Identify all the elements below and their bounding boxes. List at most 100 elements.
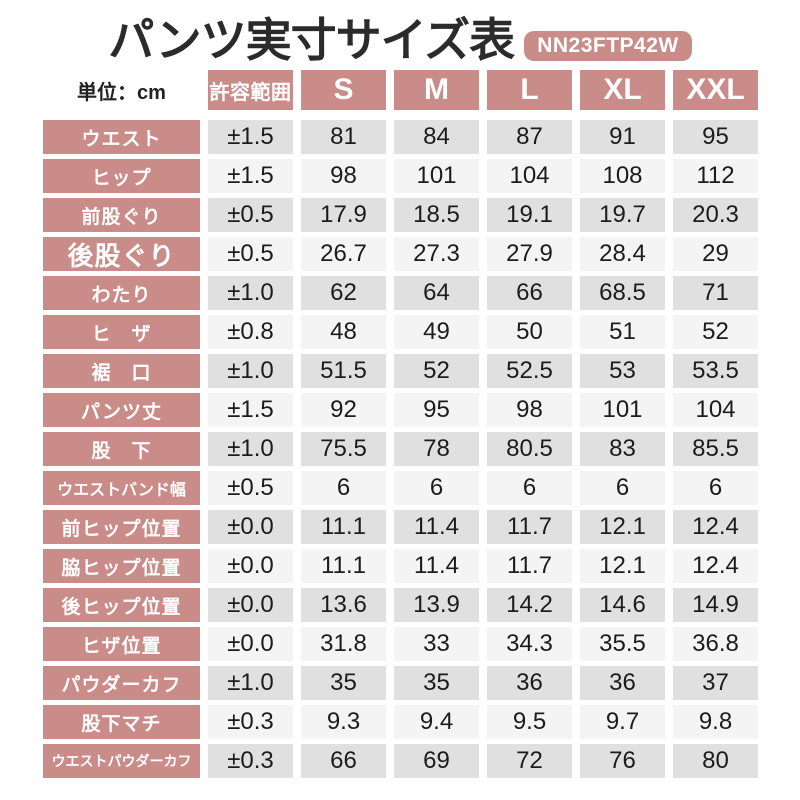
size-value: 53 bbox=[580, 354, 665, 388]
size-value: 6 bbox=[673, 471, 758, 505]
size-value: 27.9 bbox=[487, 237, 572, 271]
tolerance-value: ±0.8 bbox=[208, 315, 293, 349]
size-value: 101 bbox=[394, 159, 479, 193]
size-value: 53.5 bbox=[673, 354, 758, 388]
tolerance-value: ±1.0 bbox=[208, 666, 293, 700]
tolerance-value: ±1.5 bbox=[208, 159, 293, 193]
row-label: 裾 口 bbox=[43, 354, 200, 388]
size-value: 75.5 bbox=[301, 432, 386, 466]
column-header-l: L bbox=[487, 70, 572, 110]
size-value: 12.1 bbox=[580, 549, 665, 583]
size-table: 単位：cm 許容範囲 S M L XL XXL ウエスト ±1.5 81 84 87 91… bbox=[43, 70, 759, 778]
row-label: 前ヒップ位置 bbox=[43, 510, 200, 544]
tolerance-value: ±0.0 bbox=[208, 510, 293, 544]
size-value: 64 bbox=[394, 276, 479, 310]
size-value: 12.4 bbox=[673, 510, 758, 544]
size-value: 85.5 bbox=[673, 432, 758, 466]
column-header-m: M bbox=[394, 70, 479, 110]
column-header-tolerance: 許容範囲 bbox=[208, 70, 293, 110]
tolerance-value: ±1.0 bbox=[208, 276, 293, 310]
tolerance-value: ±1.0 bbox=[208, 432, 293, 466]
row-label: ヒップ bbox=[43, 159, 200, 193]
tolerance-value: ±1.5 bbox=[208, 120, 293, 154]
size-value: 9.4 bbox=[394, 705, 479, 739]
size-value: 11.1 bbox=[301, 510, 386, 544]
row-label: 脇ヒップ位置 bbox=[43, 549, 200, 583]
tolerance-value: ±0.0 bbox=[208, 627, 293, 661]
row-label: 前股ぐり bbox=[43, 198, 200, 232]
size-value: 108 bbox=[580, 159, 665, 193]
size-value: 26.7 bbox=[301, 237, 386, 271]
size-value: 12.4 bbox=[673, 549, 758, 583]
size-value: 101 bbox=[580, 393, 665, 427]
size-value: 35 bbox=[301, 666, 386, 700]
size-value: 84 bbox=[394, 120, 479, 154]
size-value: 83 bbox=[580, 432, 665, 466]
size-value: 9.8 bbox=[673, 705, 758, 739]
size-value: 87 bbox=[487, 120, 572, 154]
size-value: 6 bbox=[580, 471, 665, 505]
size-value: 9.5 bbox=[487, 705, 572, 739]
size-value: 11.4 bbox=[394, 510, 479, 544]
size-value: 36 bbox=[487, 666, 572, 700]
size-value: 11.7 bbox=[487, 510, 572, 544]
size-value: 68.5 bbox=[580, 276, 665, 310]
tolerance-value: ±0.5 bbox=[208, 198, 293, 232]
row-label: ヒ ザ bbox=[43, 315, 200, 349]
size-value: 66 bbox=[487, 276, 572, 310]
size-value: 95 bbox=[394, 393, 479, 427]
size-value: 36 bbox=[580, 666, 665, 700]
page-title: パンツ実寸サイズ表 bbox=[108, 13, 515, 66]
size-value: 72 bbox=[487, 744, 572, 778]
size-value: 9.7 bbox=[580, 705, 665, 739]
size-value: 29 bbox=[673, 237, 758, 271]
size-value: 35 bbox=[394, 666, 479, 700]
size-value: 48 bbox=[301, 315, 386, 349]
row-label: 後ヒップ位置 bbox=[43, 588, 200, 622]
size-value: 11.7 bbox=[487, 549, 572, 583]
size-value: 9.3 bbox=[301, 705, 386, 739]
size-value: 91 bbox=[580, 120, 665, 154]
size-value: 52 bbox=[673, 315, 758, 349]
size-value: 66 bbox=[301, 744, 386, 778]
size-value: 80 bbox=[673, 744, 758, 778]
size-value: 69 bbox=[394, 744, 479, 778]
size-value: 112 bbox=[673, 159, 758, 193]
size-value: 31.8 bbox=[301, 627, 386, 661]
table-header-row: 単位：cm 許容範囲 S M L XL XXL bbox=[43, 70, 759, 110]
size-value: 28.4 bbox=[580, 237, 665, 271]
tolerance-value: ±0.0 bbox=[208, 588, 293, 622]
size-value: 6 bbox=[394, 471, 479, 505]
size-value: 51 bbox=[580, 315, 665, 349]
size-value: 76 bbox=[580, 744, 665, 778]
size-value: 78 bbox=[394, 432, 479, 466]
column-header-xl: XL bbox=[580, 70, 665, 110]
size-value: 95 bbox=[673, 120, 758, 154]
size-value: 14.2 bbox=[487, 588, 572, 622]
tolerance-value: ±0.5 bbox=[208, 471, 293, 505]
size-value: 71 bbox=[673, 276, 758, 310]
unit-label: 単位：cm bbox=[77, 81, 166, 104]
table-body: ウエスト ±1.5 81 84 87 91 95 ヒップ ±1.5 98 101 104 108 112 前… bbox=[43, 120, 759, 778]
size-value: 37 bbox=[673, 666, 758, 700]
row-label: パンツ丈 bbox=[43, 393, 200, 427]
tolerance-value: ±0.0 bbox=[208, 549, 293, 583]
size-value: 62 bbox=[301, 276, 386, 310]
size-value: 17.9 bbox=[301, 198, 386, 232]
size-value: 11.4 bbox=[394, 549, 479, 583]
size-value: 6 bbox=[487, 471, 572, 505]
size-value: 19.1 bbox=[487, 198, 572, 232]
size-value: 104 bbox=[673, 393, 758, 427]
row-label: ウエスト bbox=[43, 120, 200, 154]
size-value: 13.6 bbox=[301, 588, 386, 622]
model-number-badge: NN23FTP42W bbox=[524, 31, 692, 61]
size-value: 81 bbox=[301, 120, 386, 154]
row-label: 後股ぐり bbox=[43, 237, 200, 271]
size-value: 104 bbox=[487, 159, 572, 193]
size-value: 27.3 bbox=[394, 237, 479, 271]
size-value: 18.5 bbox=[394, 198, 479, 232]
size-value: 98 bbox=[487, 393, 572, 427]
size-value: 51.5 bbox=[301, 354, 386, 388]
row-label: パウダーカフ bbox=[43, 666, 200, 700]
